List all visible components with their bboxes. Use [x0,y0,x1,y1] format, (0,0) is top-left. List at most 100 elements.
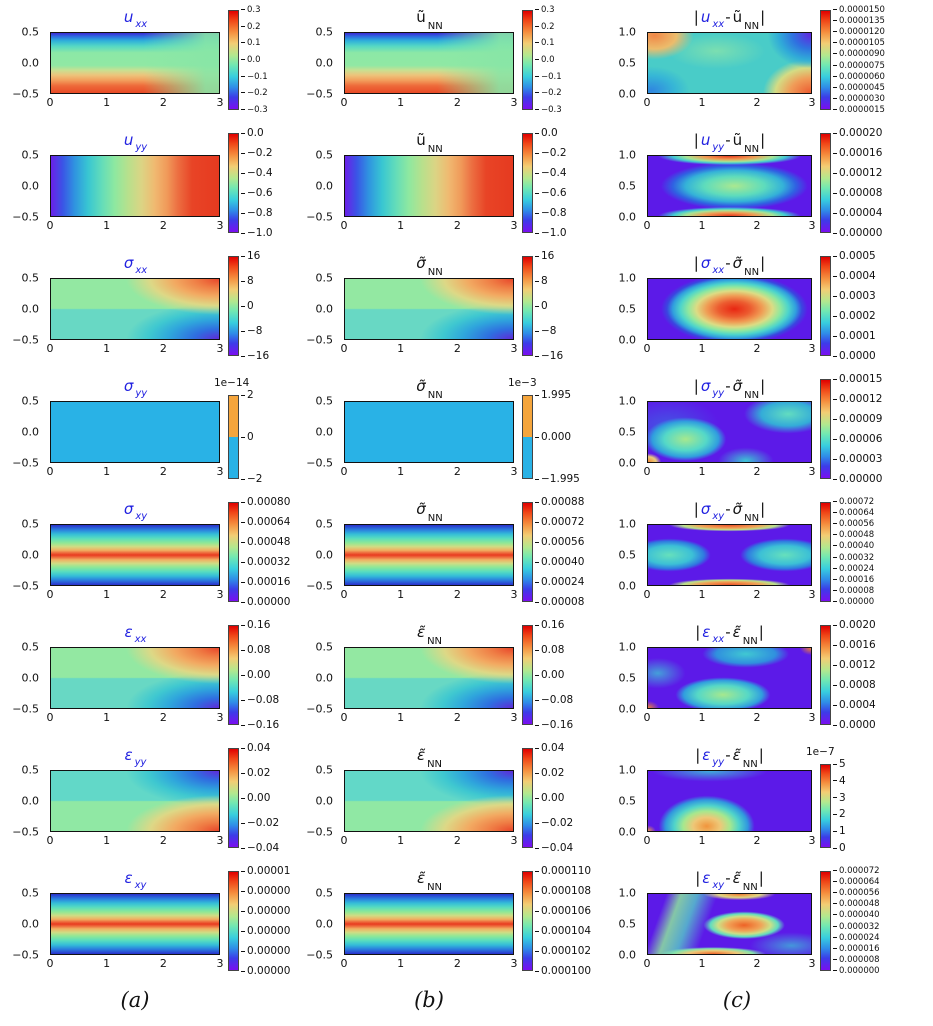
colorbar-tick-labels: 0.00080 0.00064 0.00048 0.00032 0.00016 0.000… [241,496,321,608]
title-segment: xx [135,265,148,276]
colorbar-tick-label: 0.00008 [833,586,874,596]
y-tick-label: 0.5 [315,640,334,654]
colorbar [228,133,239,233]
colorbar-tick-label: 0.00016 [833,575,874,585]
colorbar-tick-label: −1.0 [535,227,567,239]
colorbar-tick-labels: 0.00020 0.00016 0.00012 0.00008 0.00004 0.000… [833,127,913,239]
colorbar-tick-label: 0.04 [241,742,270,754]
contour-plot-epsilon-xy-nn [344,893,514,955]
y-tick-label: 1.0 [618,394,637,408]
x-tick-label: 2 [753,465,761,478]
colorbar-tick-label: 0.000104 [535,925,591,937]
colorbar-tick-label: −0.04 [535,842,573,854]
colorbar-tick-label: 0.00 [535,669,564,681]
x-tick-label: 1 [397,465,405,478]
colorbar-tick-label: 0 [535,300,548,312]
x-axis-tick-labels: 0 1 2 3 [644,957,816,971]
colorbar-tick-label: 0.0000090 [833,49,885,59]
colorbar-tick-label: 0.000016 [833,944,880,954]
title-segment: u [700,8,711,26]
panel-title: |εxy-ε̃NNxy| [647,868,812,901]
x-axis-tick-labels: 0 1 2 3 [341,588,518,602]
x-tick-label: 3 [808,219,816,232]
x-tick-label: 2 [159,342,167,355]
y-axis-tick-labels: 0.5 0.0 −0.5 [306,518,339,593]
title-segment: ε̃ [416,746,426,764]
y-tick-label: 0.5 [618,56,637,70]
y-axis-tick-labels: 0.5 0.0 −0.5 [306,26,339,101]
y-tick-label: −0.5 [12,333,39,347]
panel-title: |εyy-ε̃NNyy| [647,745,812,778]
y-tick-label: −0.5 [306,825,333,839]
title-segment: yy [135,388,148,399]
colorbar-tick-label: 0.00072 [535,516,584,528]
panel-title: |σyy-σ̃NNyy| [647,376,812,409]
title-segment: xy [712,511,725,522]
colorbar-tick-label: 0.00024 [833,564,874,574]
title-segment: yy [134,757,147,768]
y-axis-tick-labels: 1.0 0.5 0.0 [619,641,642,716]
x-tick-label: 1 [397,219,405,232]
x-tick-label: 3 [216,711,224,724]
x-tick-label: 2 [159,834,167,847]
title-segment: σ [700,500,711,518]
y-axis-tick-labels: 0.5 0.0 −0.5 [0,641,45,716]
colorbar [522,748,533,848]
title-segment: yy [712,388,725,399]
x-tick-label: 3 [808,711,816,724]
panel-title: ũNNxx [344,7,514,40]
colorbar-tick-label: −16 [241,350,269,362]
colorbar-tick-label: 0.00064 [241,516,290,528]
x-tick-label: 0 [340,342,348,355]
panel-sigma-yy: σ yy 0.5 0.0 −0.5 0 1 2 3 2 0 −2 1e−14 [0,371,311,494]
colorbar-tick-labels: 0.16 0.08 0.00 −0.08 −0.16 [535,619,615,731]
y-tick-label: 0.0 [21,794,40,808]
colorbar-tick-label: 0.00 [535,792,564,804]
colorbar-tick-labels: 0.00072 0.00064 0.00056 0.00048 0.00040 0.000… [833,497,913,607]
x-axis-tick-labels: 0 1 2 3 [644,711,816,725]
y-tick-label: 1.0 [618,25,637,39]
y-tick-label: −0.5 [12,825,39,839]
title-segment: ũ [416,131,426,149]
colorbar-tick-label: 0.0000120 [833,27,885,37]
x-tick-label: 0 [46,219,54,232]
x-tick-label: 1 [103,834,111,847]
x-tick-label: 3 [808,342,816,355]
colorbar-tick-label: −0.08 [241,694,279,706]
y-tick-label: 0.0 [315,302,334,316]
x-tick-label: 3 [216,957,224,970]
x-axis-tick-labels: 0 1 2 3 [341,834,518,848]
title-segment: σ [700,377,711,395]
contour-plot-u-yy-nn [344,155,514,217]
y-tick-label: 0.0 [315,917,334,931]
y-tick-label: 0.5 [315,25,334,39]
x-axis-tick-labels: 0 1 2 3 [644,342,816,356]
y-tick-label: 0.5 [21,517,40,531]
colorbar-tick-label: −0.6 [535,187,567,199]
x-tick-label: 1 [698,465,706,478]
y-tick-label: 1.0 [618,148,637,162]
contour-plot-sigma-yy-nn [344,401,514,463]
colorbar-tick-label: 0.000032 [833,922,880,932]
colorbar-tick-label: 0.00064 [833,508,874,518]
panel-sigma-xx: σ xx 0.5 0.0 −0.5 0 1 2 3 16 8 0 −8 −16 [0,248,311,371]
x-tick-label: 1 [397,957,405,970]
y-tick-label: 0.0 [21,917,40,931]
colorbar [522,256,533,356]
x-tick-label: 2 [159,711,167,724]
title-segment: xx [712,265,725,276]
colorbar-tick-labels: 16 8 0 −8 −16 [535,250,615,362]
panel-epsilon-xy: ε xy 0.5 0.0 −0.5 0 1 2 3 0.00001 0.00000 0.0000… [0,863,311,986]
contour-plot-epsilon-xx-error [647,647,812,709]
y-tick-label: −0.5 [306,210,333,224]
title-segment: - [725,746,731,764]
colorbar [228,871,239,971]
panel-title: |εxx-ε̃NNxx| [647,622,812,655]
title-segment: - [725,869,731,887]
colorbar-tick-label: 0.00015 [833,373,882,385]
colorbar-tick-label: 0.0000135 [833,16,885,26]
x-tick-label: 1 [698,711,706,724]
colorbar-tick-label: −0.16 [241,719,279,731]
y-tick-label: 1.0 [618,763,637,777]
